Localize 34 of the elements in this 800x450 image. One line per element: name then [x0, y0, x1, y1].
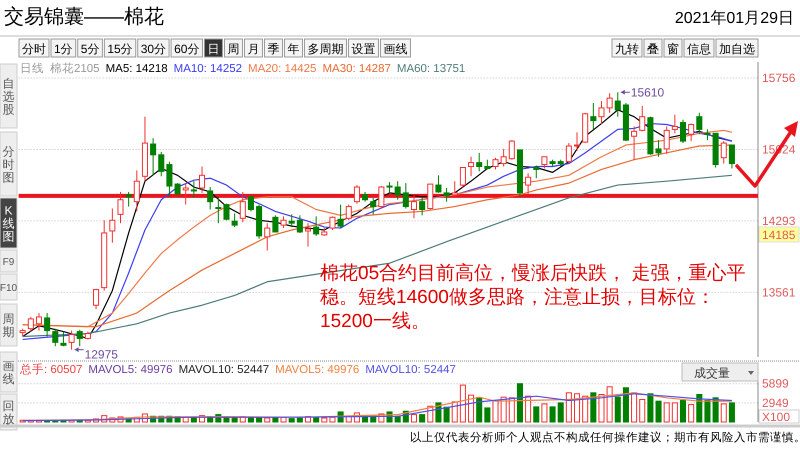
text: 画线 [2, 359, 14, 386]
chart-title: 交易锦囊——棉花 [4, 6, 164, 28]
text: MA60: 13751 [396, 63, 466, 75]
annotation: 总手: 60507 [19, 362, 82, 376]
text: F10 [0, 283, 18, 294]
text: 分时图 [2, 144, 14, 184]
text: MAVOL10: 52447 [365, 364, 456, 376]
annotation: 15610 [630, 85, 664, 100]
annotation: 日线 [20, 62, 44, 75]
annotation: MAVOL10: 52447 [178, 364, 270, 376]
text: 14185 [762, 228, 796, 242]
text: 周期 [2, 312, 14, 339]
annotation: 成交量 [694, 366, 730, 380]
text: MA30: 14287 [322, 63, 391, 75]
annotation: MAVOL5: 49976 [88, 364, 173, 376]
text: MA5: 14218 [106, 63, 168, 75]
annotation: 棉花2105 [50, 62, 100, 75]
y-tick-label: 15756 [762, 71, 796, 86]
text: K线图 [2, 204, 14, 244]
text: F9 [2, 257, 15, 268]
text: 回放 [2, 399, 14, 426]
text: X100 [762, 410, 790, 424]
text: MAVOL5: 49976 [275, 364, 360, 376]
chart-subtitle: 2021年01月29日 [674, 10, 794, 27]
y-tick-label: 2949 [762, 396, 790, 410]
y-tick-label: 5899 [762, 376, 790, 391]
annotation: 12975 [84, 348, 118, 362]
toolbar: 分时 1分 5分 15分 30分 60分 日 周 月 季 年 多周期 设置 画线 九转 叠 窗 信息 加自选 [18, 38, 758, 58]
y-tick-label: 14293 [762, 214, 796, 228]
y-tick-label: 13561 [762, 285, 796, 300]
text: MA10: 14252 [174, 63, 242, 75]
text: 以上仅代表分析师个人观点不构成任何操作建议；期市有风险入市需谨慎。 [410, 430, 800, 444]
text: 自选股 [2, 76, 14, 116]
text: MA20: 14425 [248, 63, 316, 75]
